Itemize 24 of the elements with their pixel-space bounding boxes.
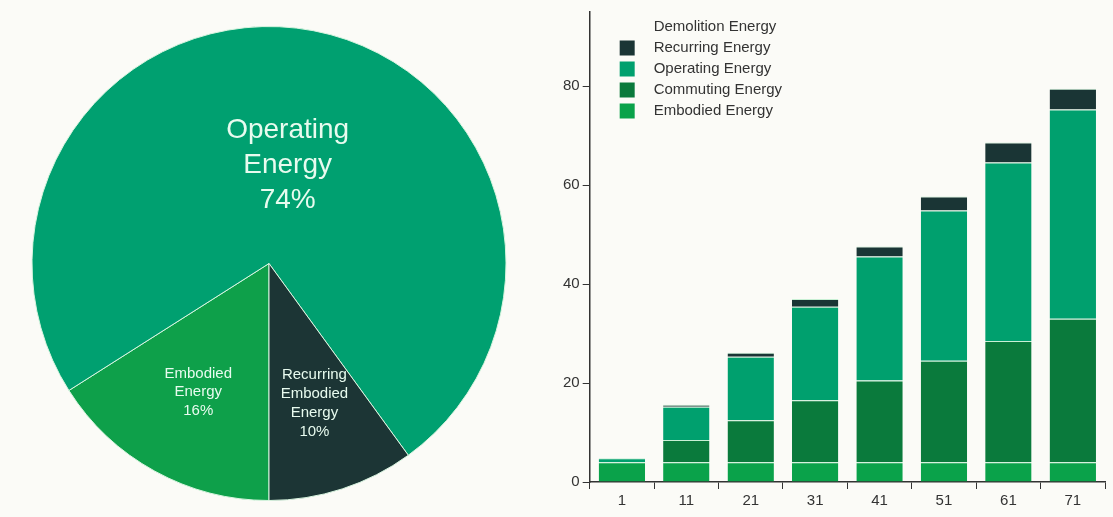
x-tick-label: 1: [617, 491, 627, 509]
data-label: 16%: [183, 401, 214, 419]
x-tick-label: 51: [935, 491, 953, 509]
legend-label: Operating Energy: [653, 58, 772, 76]
text: Demolition Energy: [653, 16, 777, 34]
legend-label: Recurring Energy: [653, 37, 771, 55]
data-label: 74%: [259, 183, 316, 215]
slice-label: Operating Energy: [226, 113, 350, 180]
x-tick-label: 61: [1000, 491, 1017, 509]
x-tick-label: 11: [678, 491, 695, 509]
y-tick-label: 60: [563, 175, 580, 193]
x-tick-label: 71: [1064, 491, 1082, 509]
y-tick-label: 80: [563, 76, 580, 94]
y-tick-label: 0: [571, 472, 580, 490]
slice-label: Recurring Embodied Energy: [280, 365, 349, 420]
slice-label: Embodied Energy: [164, 363, 232, 400]
y-tick-label: 40: [563, 274, 580, 292]
x-tick-label: 31: [806, 491, 824, 509]
data-label: 10%: [299, 421, 330, 439]
x-tick-label: 41: [871, 491, 888, 509]
legend-label: Embodied Energy: [653, 100, 774, 118]
x-tick-label: 21: [742, 491, 760, 509]
legend-label: Commuting Energy: [653, 79, 783, 97]
y-tick-label: 20: [563, 373, 580, 391]
